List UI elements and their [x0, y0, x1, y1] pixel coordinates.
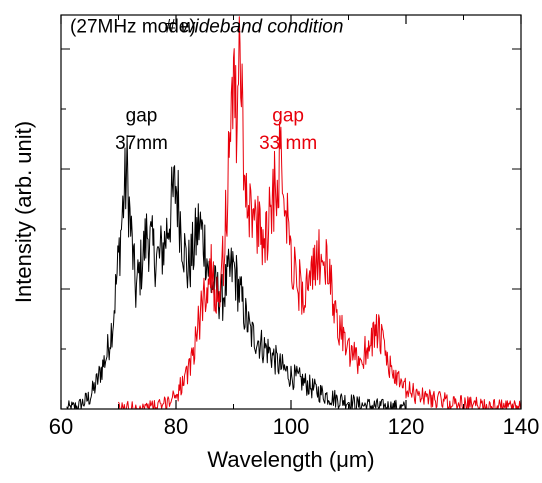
x-axis-label: Wavelength (μm): [207, 447, 374, 472]
annotation-2: # wideband condition: [165, 17, 344, 38]
series-line-2: [118, 16, 522, 410]
annotation-layer: (27MHz mode)# wideband condition gap 37mm g…: [70, 17, 343, 154]
x-tick-label-120: 120: [388, 414, 425, 439]
annotation-4: 37mm: [115, 133, 168, 154]
annotation-1: (27MHz mode): [70, 17, 196, 38]
x-tick-label-100: 100: [273, 414, 310, 439]
y-axis-label: Intensity (arb. unit): [11, 121, 36, 303]
x-tick-label-60: 60: [49, 414, 73, 439]
series-layer: [66, 16, 522, 410]
tick-layer: 60 80 100 120 140: [49, 15, 540, 439]
annotation-6: 33 mm: [259, 133, 317, 154]
annotation-5: gap: [272, 105, 304, 126]
annotation-3: gap: [126, 105, 158, 126]
x-tick-label-140: 140: [503, 414, 540, 439]
x-tick-label-80: 80: [164, 414, 188, 439]
series-line-1: [66, 135, 406, 410]
